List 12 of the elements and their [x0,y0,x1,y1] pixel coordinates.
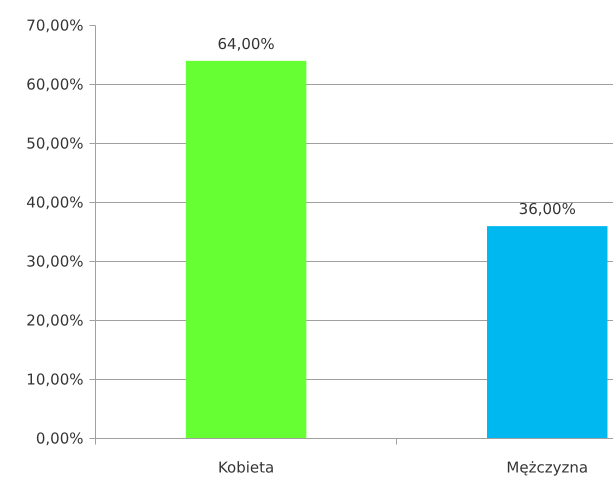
y-tick-label: 50,00% [26,134,84,152]
y-tick-label: 40,00% [26,194,84,212]
y-tick-label: 30,00% [26,252,84,270]
y-tick-label: 10,00% [26,370,84,388]
data-label: 64,00% [217,34,275,53]
data-label: 36,00% [518,200,576,218]
y-tick-label: 70,00% [26,16,84,34]
x-tick-label: Kobieta [218,458,274,476]
y-tick-label: 20,00% [26,312,84,330]
y-tick-label: 0,00% [36,430,84,448]
x-tick-label: Mężczyzna [506,458,588,476]
y-tick-label: 60,00% [26,76,84,94]
